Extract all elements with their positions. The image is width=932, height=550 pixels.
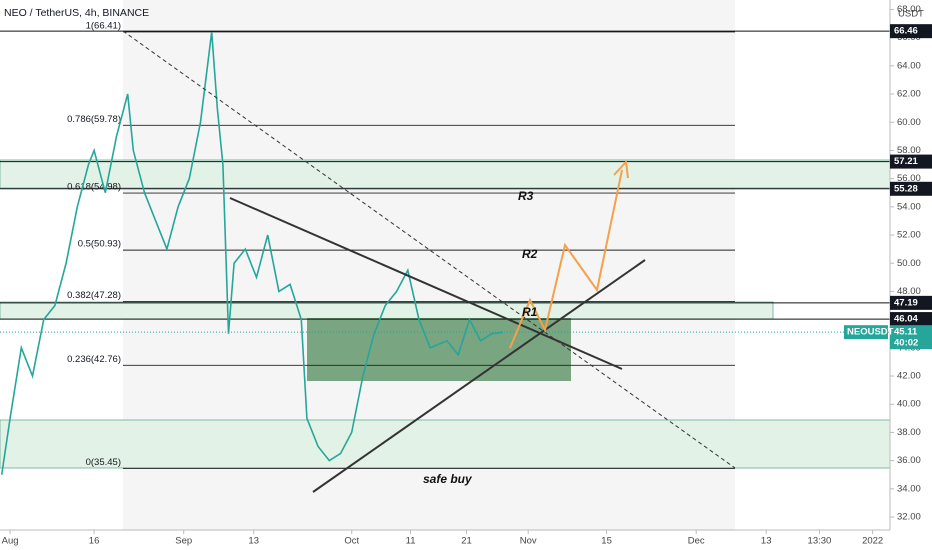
x-tick-label: Oct (344, 536, 359, 547)
chart-title: NEO / TetherUS, 4h, BINANCE (4, 7, 149, 19)
zone (0, 159, 891, 189)
fib-label: 0.5(50.93) (78, 239, 121, 250)
price-tag-label: 66.46 (894, 26, 918, 37)
annotation: safe buy (423, 472, 473, 486)
price-tag (890, 312, 932, 327)
price-tag-label: 55.28 (894, 183, 918, 194)
price-tag-label: 47.19 (894, 297, 918, 308)
y-tick-label: 50.00 (897, 258, 921, 269)
arrow-head (613, 159, 629, 179)
x-tick-label: Nov (520, 536, 537, 547)
annotation: R3 (518, 189, 534, 203)
y-tick-label: 32.00 (897, 512, 921, 523)
x-tick-label: Aug (2, 536, 19, 547)
y-tick-label: 64.00 (897, 60, 921, 71)
plot (0, 31, 504, 475)
y-tick-label: 62.00 (897, 89, 921, 100)
x-tick-label: Dec (688, 536, 705, 547)
y-tick-label: 56.00 (897, 173, 921, 184)
range-box (307, 318, 571, 381)
price-tag (890, 154, 932, 169)
price-tag (890, 24, 932, 39)
fib-label: 0.382(47.28) (67, 290, 121, 301)
x-tick-label: 13 (761, 536, 772, 547)
annotation: R1 (522, 305, 538, 319)
x-tick-label: 16 (89, 536, 100, 547)
fib-label: 0(35.45) (86, 457, 121, 468)
price-tag-label: 46.04 (894, 314, 918, 325)
last-price-tag (890, 325, 932, 350)
fib-label: 0.786(59.78) (67, 114, 121, 125)
price-axis (890, 0, 932, 550)
trend-line (229, 197, 623, 370)
x-tick-label: 13 (248, 536, 259, 547)
trend-line (312, 259, 646, 493)
x-tick-label: 11 (406, 536, 416, 547)
last-price-label: 45.11 (894, 327, 918, 338)
price-tag-label: 57.21 (894, 156, 918, 167)
y-tick-label: 68.00 (897, 4, 921, 15)
fib-label: 0.618(54.98) (67, 182, 121, 193)
x-tick-label: Sep (175, 536, 192, 547)
x-tick-label: 2022 (862, 536, 883, 547)
y-tick-label: 60.00 (897, 117, 921, 128)
fib-label: 0.236(42.76) (67, 354, 121, 365)
zone (0, 419, 891, 469)
price-line (0, 31, 504, 475)
symbol-label: NEOUSDT (847, 327, 894, 338)
y-tick-label: 42.00 (897, 371, 921, 382)
y-tick-label: 48.00 (897, 286, 921, 297)
price-tag (890, 295, 932, 310)
y-tick-label: 38.00 (897, 427, 921, 438)
annotation: R2 (522, 247, 538, 261)
y-tick-label: 52.00 (897, 230, 921, 241)
y-tick-label: 34.00 (897, 483, 921, 494)
axes: 32.0034.0036.0038.0040.0042.0044.0046.00… (2, 4, 932, 547)
y-tick-label: 40.00 (897, 399, 921, 410)
x-tick-label: 21 (461, 536, 472, 547)
price-tag (890, 181, 932, 196)
currency: USDT (898, 9, 924, 20)
x-tick-label: 15 (601, 536, 612, 547)
y-tick-label: 58.00 (897, 145, 921, 156)
grid: 1(66.41) 0.786(59.78) 0.618(54.98) 0.5(50.9… (0, 20, 890, 469)
y-tick-label: 36.00 (897, 455, 921, 466)
symbol-tag (844, 325, 888, 340)
x-tick-label: 13:30 (808, 536, 832, 547)
fib-label: 1(66.41) (86, 20, 121, 31)
trend-line (122, 30, 736, 469)
countdown: 40:02 (894, 338, 918, 349)
y-tick-label: 54.00 (897, 201, 921, 212)
projection (509, 169, 623, 349)
